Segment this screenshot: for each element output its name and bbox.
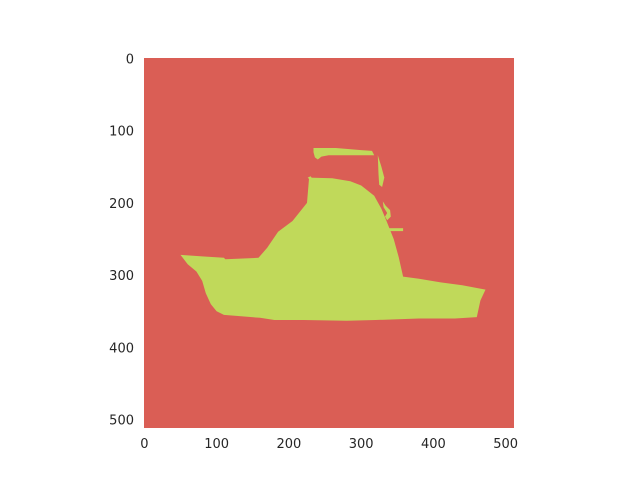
mask-layer bbox=[180, 148, 486, 321]
x-axis: 0 100 200 300 400 500 bbox=[140, 437, 518, 452]
y-tick-label: 0 bbox=[126, 52, 134, 67]
mask-region-top-strip bbox=[313, 148, 375, 160]
x-tick-label: 400 bbox=[421, 437, 446, 452]
mask-region-notch bbox=[307, 176, 312, 180]
plot-area bbox=[144, 58, 514, 428]
y-tick-label: 300 bbox=[109, 269, 134, 284]
y-tick-label: 500 bbox=[109, 414, 134, 429]
mask-region-hook bbox=[382, 201, 391, 221]
x-tick-label: 100 bbox=[204, 437, 229, 452]
mask-region-mast bbox=[377, 155, 385, 187]
y-tick-label: 200 bbox=[109, 197, 134, 212]
mask-region-spar bbox=[388, 228, 404, 232]
y-axis: 0 100 200 300 400 500 bbox=[109, 52, 134, 428]
x-tick-label: 0 bbox=[140, 437, 148, 452]
mask-region-main-body bbox=[180, 177, 486, 321]
y-tick-label: 100 bbox=[109, 125, 134, 140]
x-tick-label: 200 bbox=[276, 437, 301, 452]
y-tick-label: 400 bbox=[109, 341, 134, 356]
x-tick-label: 300 bbox=[349, 437, 374, 452]
x-tick-label: 500 bbox=[493, 437, 518, 452]
